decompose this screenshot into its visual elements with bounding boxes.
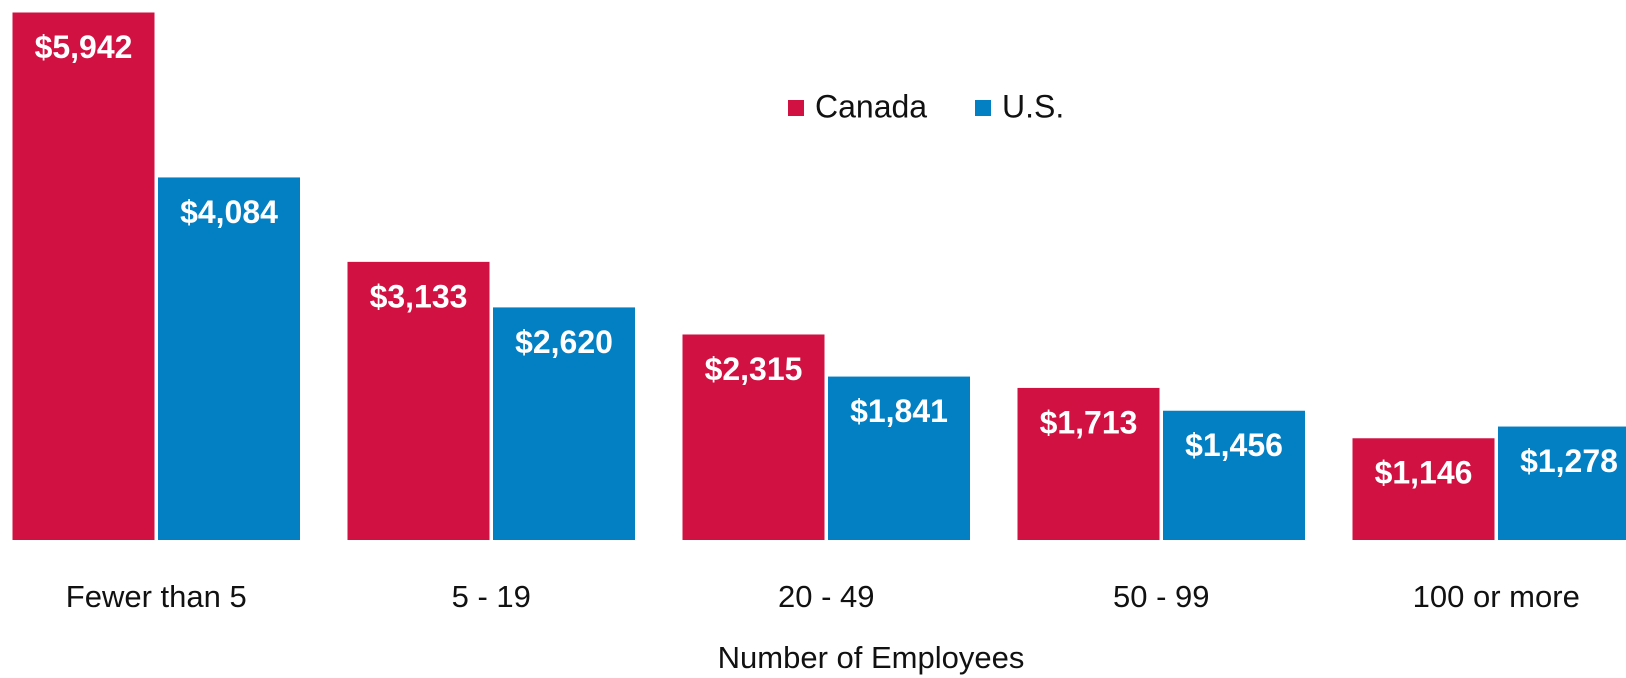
bar xyxy=(1498,426,1626,540)
x-tick-label: 50 - 99 xyxy=(1113,579,1210,614)
value-label: $1,841 xyxy=(850,393,948,429)
bar xyxy=(1017,387,1160,540)
bar xyxy=(158,177,300,541)
legend-swatch xyxy=(975,100,991,116)
value-label: $3,133 xyxy=(370,278,468,314)
bar xyxy=(828,376,970,540)
value-label: $1,146 xyxy=(1375,455,1473,491)
legend-label: Canada xyxy=(815,88,927,124)
x-tick-label: 5 - 19 xyxy=(452,579,531,614)
bar xyxy=(347,261,490,540)
bar xyxy=(682,334,825,540)
x-tick-label: Fewer than 5 xyxy=(66,579,247,614)
x-tick-label: 100 or more xyxy=(1413,579,1580,614)
bar xyxy=(12,12,155,540)
value-label: $2,315 xyxy=(705,351,803,387)
value-label: $5,942 xyxy=(35,29,133,65)
value-label: $1,278 xyxy=(1520,443,1618,479)
bar xyxy=(493,307,635,540)
x-tick-label: 20 - 49 xyxy=(778,579,875,614)
legend-swatch xyxy=(788,100,804,116)
bar xyxy=(1352,438,1495,540)
bar xyxy=(1163,410,1305,540)
x-axis-title: Number of Employees xyxy=(718,640,1025,675)
value-label: $4,084 xyxy=(180,194,278,230)
value-label: $1,456 xyxy=(1185,427,1283,463)
value-label: $1,713 xyxy=(1040,404,1138,440)
legend-label: U.S. xyxy=(1002,88,1064,124)
value-label: $2,620 xyxy=(515,324,613,360)
